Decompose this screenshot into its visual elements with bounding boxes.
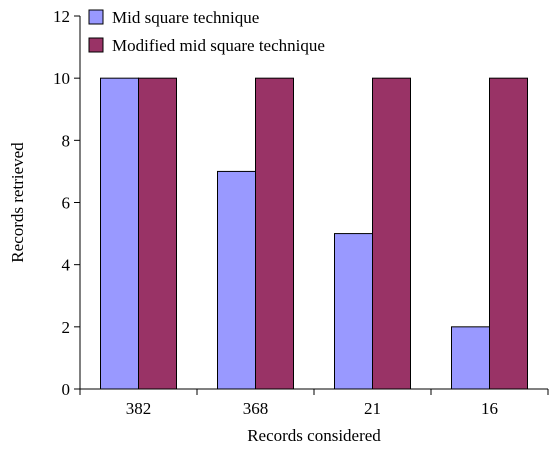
bar-modified-mid-square [372,77,411,390]
y-axis-title: Records retrieved [8,142,27,263]
bar-modified-mid-square [255,77,294,390]
bar-mid-square [334,233,373,390]
legend: Mid square technique Modified mid square … [88,8,325,55]
x-tick-label: 382 [126,399,152,418]
y-tick-label: 2 [62,318,71,337]
bar-mid-square [451,326,490,390]
bar-modified-mid-square [489,77,528,390]
legend-swatch [88,37,104,53]
x-tick-label: 21 [364,399,381,418]
bar-mid-square [100,77,139,390]
legend-label: Mid square technique [112,8,259,27]
y-tick-label: 10 [53,69,70,88]
y-tick-label: 6 [62,194,71,213]
x-axis-ticks: 382 368 21 16 [79,389,549,418]
legend-swatch [88,9,104,25]
y-tick-label: 4 [62,256,71,275]
y-axis-ticks: 0 2 4 6 8 10 12 [53,7,80,399]
bars [100,77,528,390]
y-tick-label: 0 [62,380,71,399]
y-tick-label: 8 [62,131,71,150]
bar-mid-square [217,170,256,390]
bar-modified-mid-square [138,77,177,390]
legend-label: Modified mid square technique [112,36,325,55]
x-axis-title: Records considered [247,426,381,445]
x-tick-label: 16 [481,399,498,418]
y-tick-label: 12 [53,7,70,26]
x-tick-label: 368 [243,399,269,418]
